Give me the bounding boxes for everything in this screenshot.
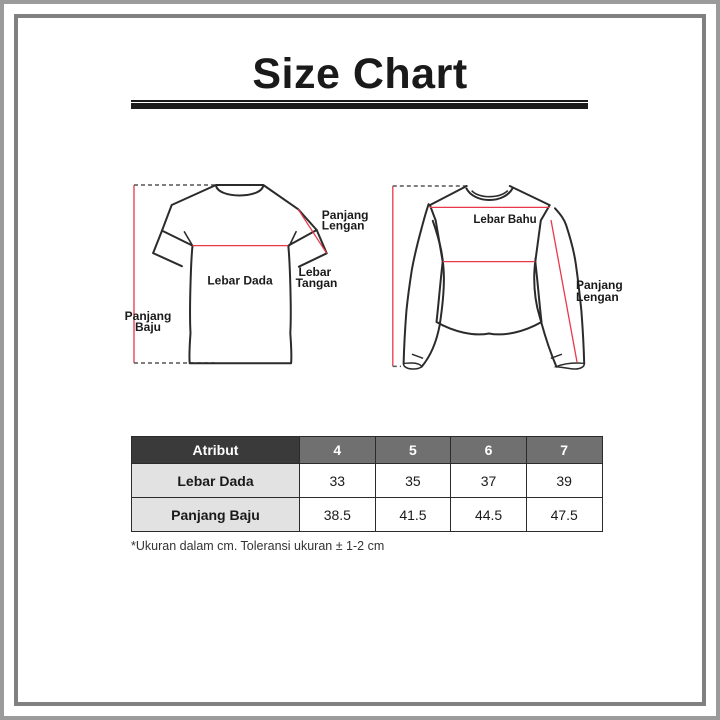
svg-text:Lengan: Lengan: [576, 290, 619, 304]
svg-text:Tangan: Tangan: [296, 276, 338, 290]
svg-text:Baju: Baju: [135, 320, 161, 334]
svg-text:Lebar Bahu: Lebar Bahu: [473, 214, 536, 226]
svg-text:Lengan: Lengan: [322, 218, 365, 232]
svg-text:Lebar Dada: Lebar Dada: [207, 274, 273, 288]
